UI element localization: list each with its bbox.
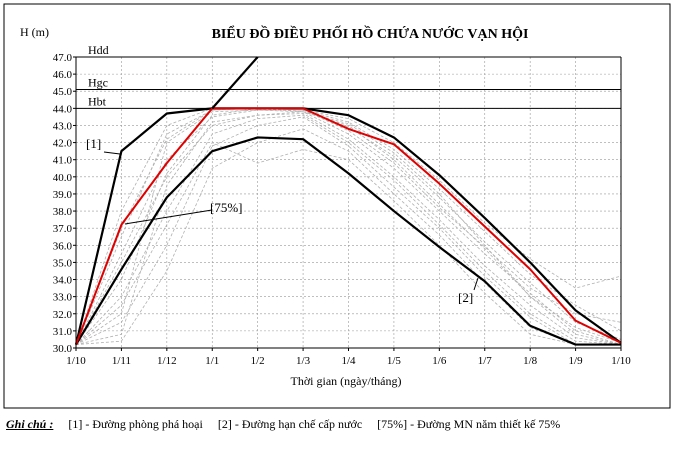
simulation-line — [75, 109, 622, 345]
series-line — [211, 56, 259, 110]
simulation-line — [75, 109, 622, 345]
series-lines — [74, 56, 622, 346]
y-tick-label: 43.0 — [53, 120, 73, 132]
x-tick-label: 1/6 — [432, 355, 447, 367]
y-tick-label: 46.0 — [53, 69, 73, 81]
x-tick-label: 1/12 — [157, 355, 177, 367]
reference-line-label: Hgc — [88, 76, 108, 90]
simulation-line — [75, 107, 622, 345]
axes: 30.0 31.0 32.0 33.0 34.0 35.0 36.0 37.0 38.0 39.0… — [53, 52, 632, 367]
y-tick-label: 32.0 — [53, 309, 73, 321]
simulation-lines — [75, 107, 622, 345]
y-tick-label: 45.0 — [53, 86, 73, 98]
x-tick-label: 1/7 — [478, 355, 493, 367]
chart-title: BIỂU ĐỒ ĐIỀU PHỐI HỒ CHỨA NƯỚC VẠN HỘI — [212, 24, 529, 42]
footnote-item-3: [75%] - Đường MN năm thiết kế 75% — [377, 417, 561, 431]
x-tick-label: 1/11 — [112, 355, 131, 367]
y-tick-label: 34.0 — [53, 275, 73, 287]
chart-text: BIỂU ĐỒ ĐIỀU PHỐI HỒ CHỨA NƯỚC VẠN HỘI H… — [20, 24, 528, 388]
x-tick-label: 1/4 — [341, 355, 356, 367]
y-tick-label: 31.0 — [53, 326, 73, 338]
simulation-line — [75, 107, 622, 345]
chart-frame — [3, 3, 671, 409]
x-tick-label: 1/9 — [569, 355, 584, 367]
reference-lines: Hdd Hgc Hbt — [76, 43, 621, 109]
simulation-line — [75, 107, 622, 345]
footnote-item-1: [1] - Đường phòng phá hoại — [68, 417, 203, 431]
y-tick-label: 33.0 — [53, 292, 73, 304]
annotation-1-leader — [103, 151, 121, 155]
simulation-line — [75, 111, 622, 345]
y-tick-label: 47.0 — [53, 52, 73, 64]
y-tick-label: 40.0 — [53, 172, 73, 184]
x-tick-label: 1/1 — [205, 355, 219, 367]
y-axis-label: H (m) — [20, 25, 49, 39]
x-tick-label: 1/10 — [66, 355, 86, 367]
x-tick-label: 1/2 — [251, 355, 265, 367]
annotation-2-leader — [473, 277, 479, 291]
x-axis-label: Thời gian (ngày/tháng) — [291, 374, 402, 388]
x-tick-label: 1/5 — [387, 355, 402, 367]
series-line — [75, 136, 621, 346]
footnote-item-2: [2] - Đường hạn chế cấp nước — [217, 417, 363, 431]
annotation-2: [2] — [458, 290, 473, 305]
footnote: Ghi chú : [1] - Đường phòng phá hoại [2]… — [6, 417, 572, 432]
series-line — [75, 107, 622, 345]
y-tick-label: 44.0 — [53, 103, 73, 115]
simulation-line — [75, 114, 622, 345]
y-tick-label: 38.0 — [53, 206, 73, 218]
y-tick-label: 36.0 — [53, 240, 73, 252]
x-tick-label: 1/8 — [523, 355, 538, 367]
simulation-line — [75, 113, 622, 345]
annotation-3: [75%] — [210, 200, 243, 215]
series-line — [74, 107, 622, 345]
simulation-line — [75, 128, 621, 345]
y-tick-label: 39.0 — [53, 189, 73, 201]
y-tick-label: 30.0 — [53, 343, 73, 355]
y-tick-label: 35.0 — [53, 257, 73, 269]
y-tick-label: 37.0 — [53, 223, 73, 235]
x-tick-label: 1/3 — [296, 355, 311, 367]
footnote-label: Ghi chú : — [6, 417, 54, 431]
reference-line-label: Hdd — [88, 43, 109, 57]
annotation-3-leader — [124, 209, 213, 225]
y-tick-label: 42.0 — [53, 138, 73, 150]
x-tick-label: 1/10 — [611, 355, 631, 367]
annotation-1: [1] — [86, 136, 101, 151]
simulation-line — [75, 142, 621, 345]
y-tick-label: 41.0 — [53, 155, 73, 167]
reference-line-label: Hbt — [88, 94, 107, 108]
